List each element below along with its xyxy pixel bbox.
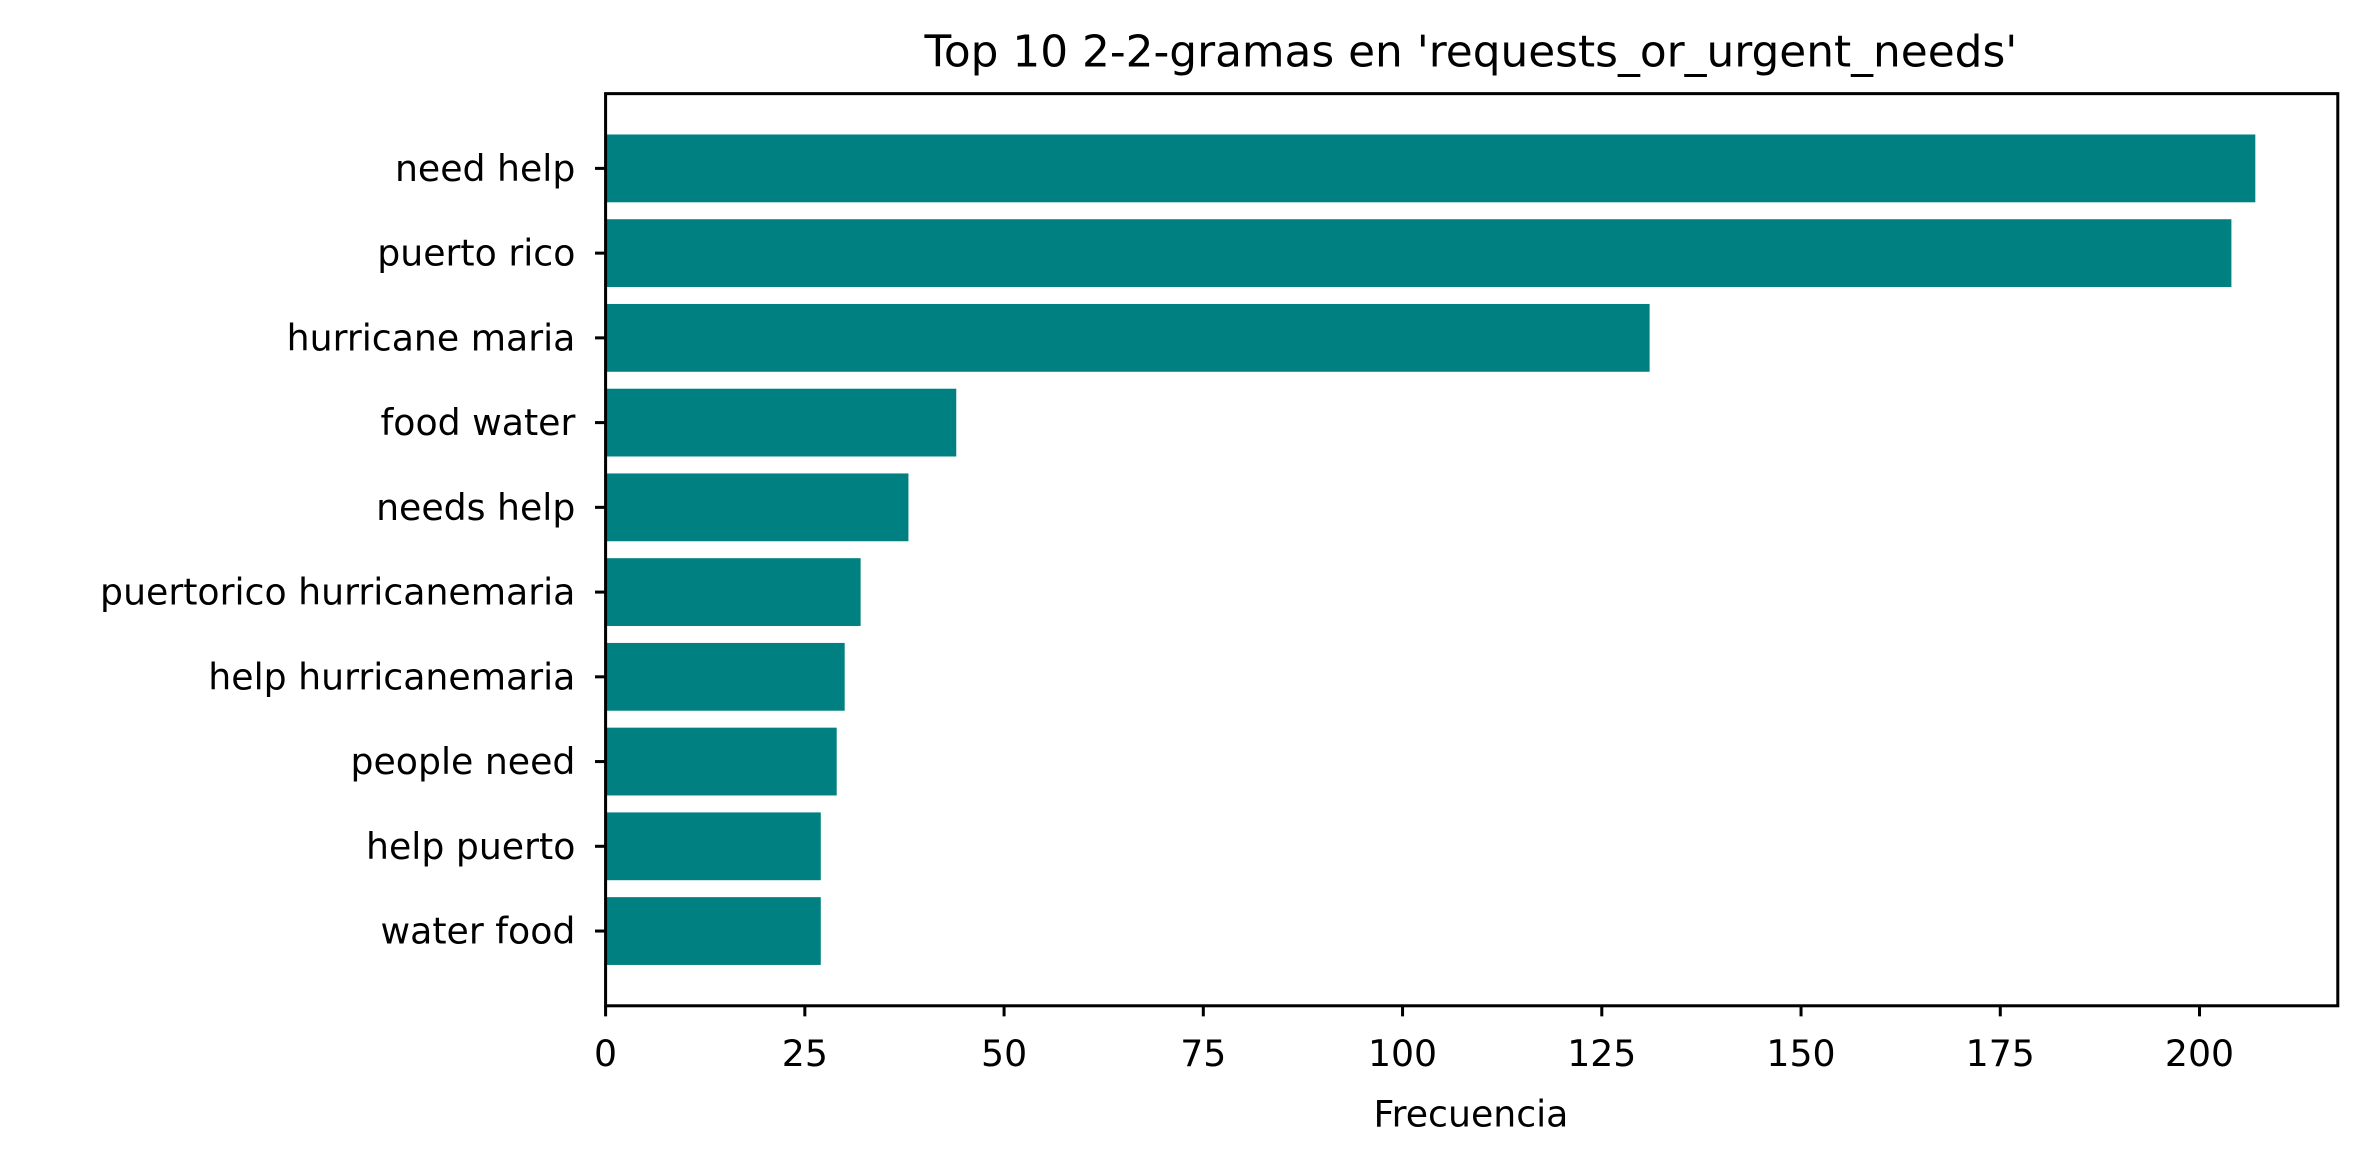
bar <box>605 303 1650 372</box>
y-tick-label: puertorico hurricanemaria <box>100 571 575 614</box>
y-tick-label: people need <box>350 740 575 783</box>
x-axis-label: Frecuencia <box>1373 1093 1568 1136</box>
x-tick-label: 75 <box>1180 1032 1226 1075</box>
bar <box>605 897 821 965</box>
x-tick-label: 50 <box>981 1032 1027 1075</box>
y-tick-label: water food <box>381 910 576 953</box>
bar <box>605 388 957 457</box>
y-tick-label: help hurricanemaria <box>208 655 575 698</box>
bar <box>605 134 2256 203</box>
x-tick-label: 200 <box>2165 1032 2234 1075</box>
bars-group <box>605 134 2256 965</box>
x-tick-label: 125 <box>1567 1032 1636 1075</box>
x-tick-label: 100 <box>1368 1032 1437 1075</box>
bar <box>605 473 909 542</box>
y-tick-label: needs help <box>376 486 575 529</box>
x-tick-label: 0 <box>594 1032 617 1075</box>
chart-title: Top 10 2-2-gramas en 'requests_or_urgent… <box>924 26 2018 77</box>
y-tick-label: need help <box>395 147 575 190</box>
y-tick-label: hurricane maria <box>287 316 576 359</box>
bar <box>605 642 845 711</box>
plot-frame <box>604 92 2340 1008</box>
bar <box>605 812 821 881</box>
y-tick-label: puerto rico <box>377 232 575 275</box>
x-tick-label: 175 <box>1966 1032 2035 1075</box>
y-tick-label: food water <box>381 401 576 444</box>
x-tick-label: 25 <box>782 1032 828 1075</box>
bar <box>605 558 861 626</box>
y-tick-label: help puerto <box>366 825 575 868</box>
bar <box>605 727 837 796</box>
bar <box>605 219 2232 288</box>
y-axis-ticks: need help puerto rico hurricane maria food … <box>100 147 606 953</box>
x-tick-label: 150 <box>1766 1032 1835 1075</box>
x-axis-ticks: 0 25 50 75 100 125 150 175 200 <box>594 1005 2234 1075</box>
